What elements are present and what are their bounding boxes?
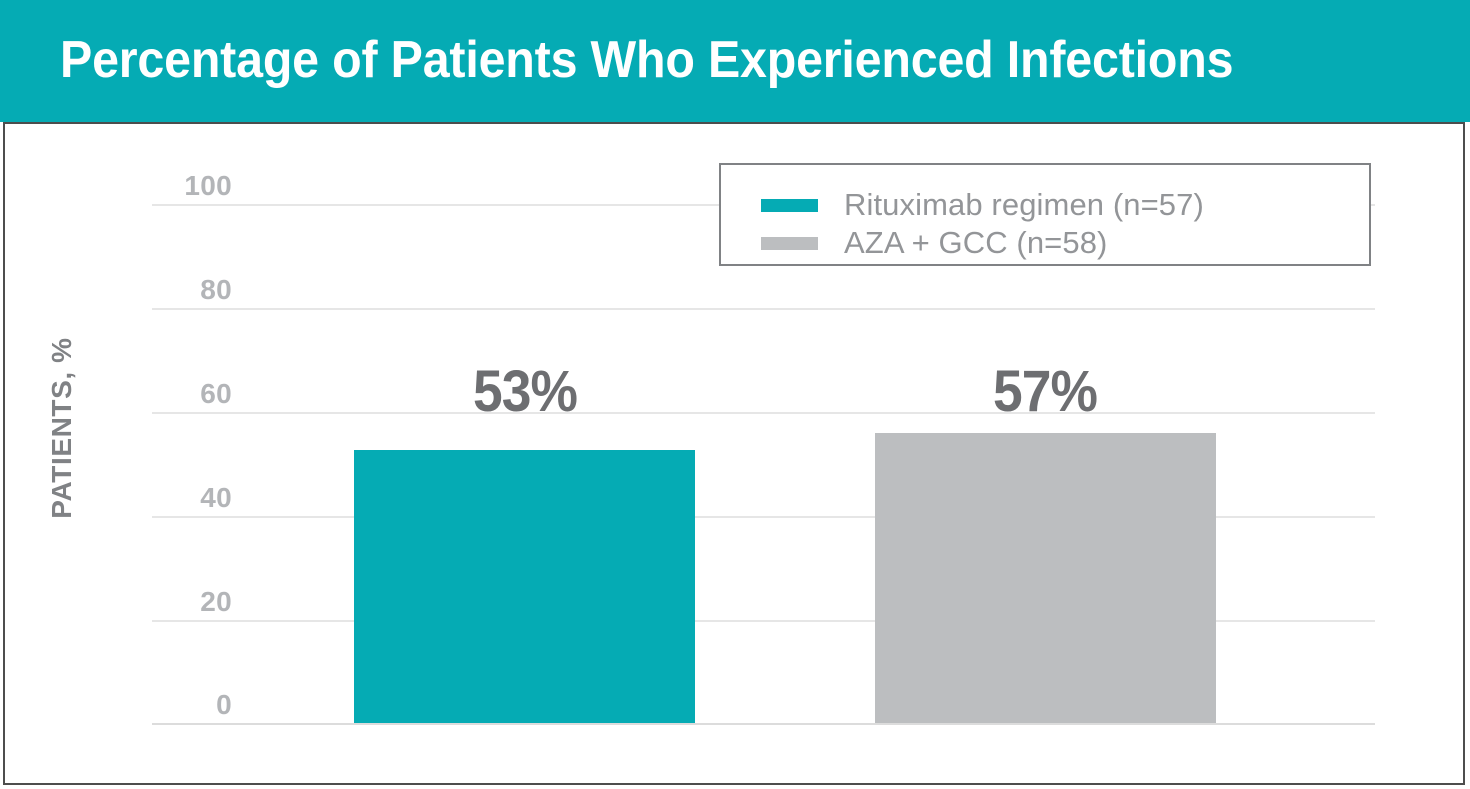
y-tick-0: 0 (216, 689, 232, 720)
chart-legend: Rituximab regimen (n=57) AZA + GCC (n=58… (719, 163, 1371, 266)
title-banner: Percentage of Patients Who Experienced I… (0, 0, 1470, 122)
legend-label-rituximab: Rituximab regimen (n=57) (844, 187, 1204, 222)
bar-rituximab-regimen[interactable] (354, 450, 695, 723)
y-tick-100: 100 (184, 170, 232, 201)
bar-aza-gcc[interactable] (875, 433, 1216, 723)
legend-swatch-gray-icon (761, 236, 818, 250)
y-tick-60: 60 (200, 378, 232, 409)
bar-value-label-aza-gcc: 57% (992, 359, 1098, 424)
page-title: Percentage of Patients Who Experienced I… (60, 31, 1234, 89)
legend-item-aza-gcc[interactable]: AZA + GCC (n=58) (761, 225, 1107, 261)
gridline-60 (152, 412, 1375, 414)
gridline-40 (152, 516, 1375, 518)
y-tick-80: 80 (200, 274, 232, 305)
legend-swatch-teal-icon (761, 198, 818, 212)
gridline-80 (152, 308, 1375, 310)
y-axis-title: PATIENTS, % (46, 337, 77, 519)
gridline-20 (152, 620, 1375, 622)
y-tick-40: 40 (200, 482, 232, 513)
legend-label-aza-gcc: AZA + GCC (n=58) (844, 225, 1108, 260)
bar-value-label-rituximab: 53% (472, 359, 578, 424)
y-tick-20: 20 (200, 586, 232, 617)
gridline-0 (152, 723, 1375, 725)
legend-item-rituximab[interactable]: Rituximab regimen (n=57) (761, 187, 1204, 223)
